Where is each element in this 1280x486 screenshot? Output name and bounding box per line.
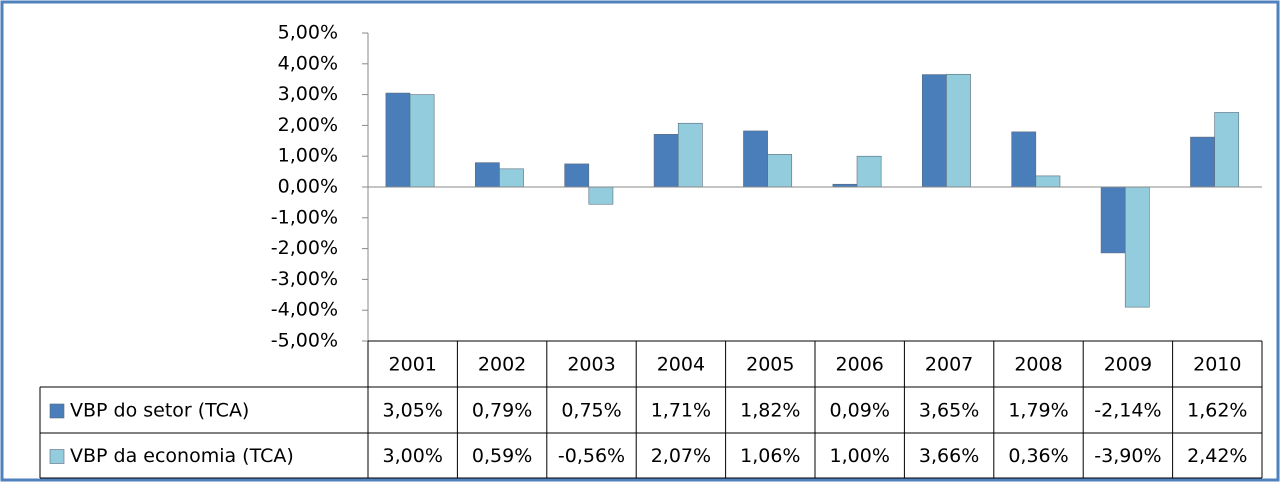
bar xyxy=(677,122,703,188)
x-tick-label: 2002 xyxy=(478,354,526,376)
bar xyxy=(1011,131,1037,188)
value-label: 2,42% xyxy=(1187,445,1247,467)
value-label: 3,65% xyxy=(919,400,979,422)
bar xyxy=(499,168,524,188)
y-tick-label: -5,00% xyxy=(271,330,338,352)
x-tick-label: 2004 xyxy=(657,354,705,376)
value-label: 0,79% xyxy=(472,400,532,422)
legend-key xyxy=(49,449,65,464)
value-label: 3,00% xyxy=(383,445,443,467)
x-tick-label: 2005 xyxy=(746,354,794,376)
value-label: -3,90% xyxy=(1094,445,1161,467)
y-tick-label: -2,00% xyxy=(271,237,338,259)
bar xyxy=(653,134,679,188)
value-label: 1,62% xyxy=(1187,400,1247,422)
y-tick-label: 1,00% xyxy=(278,145,338,167)
y-tick-label: 3,00% xyxy=(278,83,338,105)
bar xyxy=(1035,175,1061,188)
value-label: 2,07% xyxy=(651,445,711,467)
x-tick-label: 2008 xyxy=(1014,354,1062,376)
y-tick-label: 5,00% xyxy=(278,22,338,44)
x-tick-label: 2006 xyxy=(836,354,884,376)
bar xyxy=(385,92,411,188)
value-label: -2,14% xyxy=(1094,400,1161,422)
x-tick-label: 2007 xyxy=(925,354,973,376)
y-tick-label: 2,00% xyxy=(278,114,338,136)
value-label: 0,75% xyxy=(561,400,621,422)
value-label: 1,82% xyxy=(740,400,800,422)
value-label: 0,09% xyxy=(830,400,890,422)
x-tick-label: 2003 xyxy=(567,354,615,376)
bar xyxy=(409,94,435,188)
bar xyxy=(588,186,614,205)
bar xyxy=(767,154,793,188)
bar xyxy=(856,155,882,188)
bar xyxy=(1190,136,1215,188)
legend-key xyxy=(49,403,65,419)
legend-label: VBP da economia (TCA) xyxy=(70,445,294,467)
y-tick-label: 4,00% xyxy=(278,52,338,74)
bar xyxy=(1214,112,1240,188)
bar xyxy=(921,74,947,188)
value-label: 1,06% xyxy=(740,445,800,467)
value-label: 0,36% xyxy=(1008,445,1068,467)
bar xyxy=(474,162,500,188)
legend-label: VBP do setor (TCA) xyxy=(70,400,249,422)
value-label: 3,66% xyxy=(919,445,979,467)
value-label: 1,79% xyxy=(1008,400,1068,422)
y-tick-label: 0,00% xyxy=(278,176,338,198)
x-tick-label: 2001 xyxy=(389,354,437,376)
value-label: -0,56% xyxy=(558,445,625,467)
bar xyxy=(564,163,590,188)
y-tick-label: -4,00% xyxy=(271,299,338,321)
value-label: 3,05% xyxy=(383,400,443,422)
value-label: 1,71% xyxy=(651,400,711,422)
y-tick-label: -3,00% xyxy=(271,268,338,290)
value-label: 0,59% xyxy=(472,445,532,467)
bar xyxy=(946,73,971,188)
bar xyxy=(1100,186,1126,254)
bar xyxy=(743,130,768,188)
value-label: 1,00% xyxy=(830,445,890,467)
y-tick-label: -1,00% xyxy=(271,206,338,228)
bar xyxy=(1124,186,1150,308)
x-tick-label: 2009 xyxy=(1104,354,1152,376)
x-tick-label: 2010 xyxy=(1193,354,1241,376)
